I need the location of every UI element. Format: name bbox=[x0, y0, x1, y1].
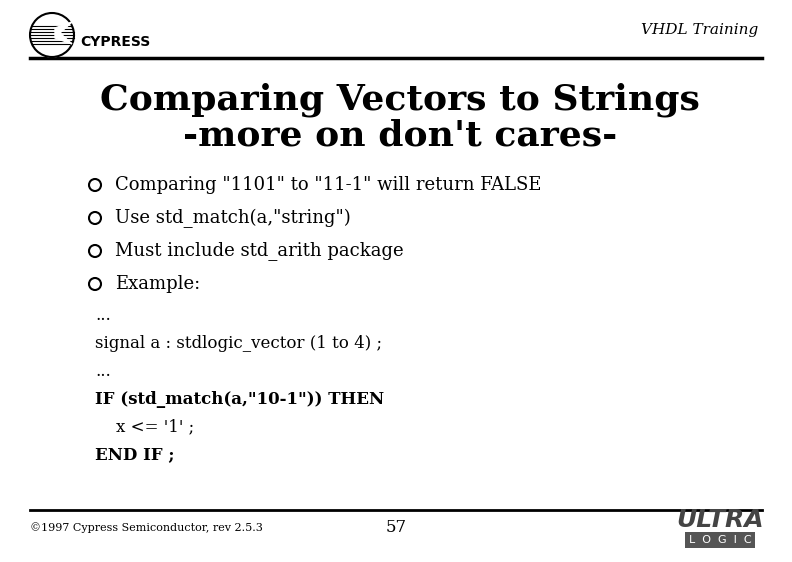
Text: signal a : stdlogic_vector (1 to 4) ;: signal a : stdlogic_vector (1 to 4) ; bbox=[95, 334, 382, 351]
Text: x <= '1' ;: x <= '1' ; bbox=[95, 419, 194, 436]
Text: Example:: Example: bbox=[115, 275, 200, 293]
Polygon shape bbox=[55, 22, 72, 44]
Text: 57: 57 bbox=[386, 519, 406, 537]
Text: ULTRA: ULTRA bbox=[676, 508, 763, 532]
Text: END IF ;: END IF ; bbox=[95, 446, 174, 464]
Text: IF (std_match(a,"10-1")) THEN: IF (std_match(a,"10-1")) THEN bbox=[95, 391, 384, 407]
Text: L  O  G  I  C: L O G I C bbox=[689, 535, 752, 545]
Circle shape bbox=[89, 212, 101, 224]
Text: ©1997 Cypress Semiconductor, rev 2.5.3: ©1997 Cypress Semiconductor, rev 2.5.3 bbox=[30, 523, 263, 533]
Text: Comparing Vectors to Strings: Comparing Vectors to Strings bbox=[100, 83, 700, 117]
Circle shape bbox=[89, 245, 101, 257]
Circle shape bbox=[30, 13, 74, 57]
Text: VHDL Training: VHDL Training bbox=[641, 23, 758, 37]
Circle shape bbox=[89, 179, 101, 191]
Text: Comparing "1101" to "11-1" will return FALSE: Comparing "1101" to "11-1" will return F… bbox=[115, 176, 542, 194]
Text: Must include std_arith package: Must include std_arith package bbox=[115, 242, 404, 260]
Text: ...: ... bbox=[95, 306, 111, 324]
Text: -more on don't cares-: -more on don't cares- bbox=[183, 118, 617, 152]
Circle shape bbox=[89, 278, 101, 290]
Text: Use std_match(a,"string"): Use std_match(a,"string") bbox=[115, 209, 351, 228]
Text: ...: ... bbox=[95, 362, 111, 379]
Text: CYPRESS: CYPRESS bbox=[80, 35, 150, 49]
